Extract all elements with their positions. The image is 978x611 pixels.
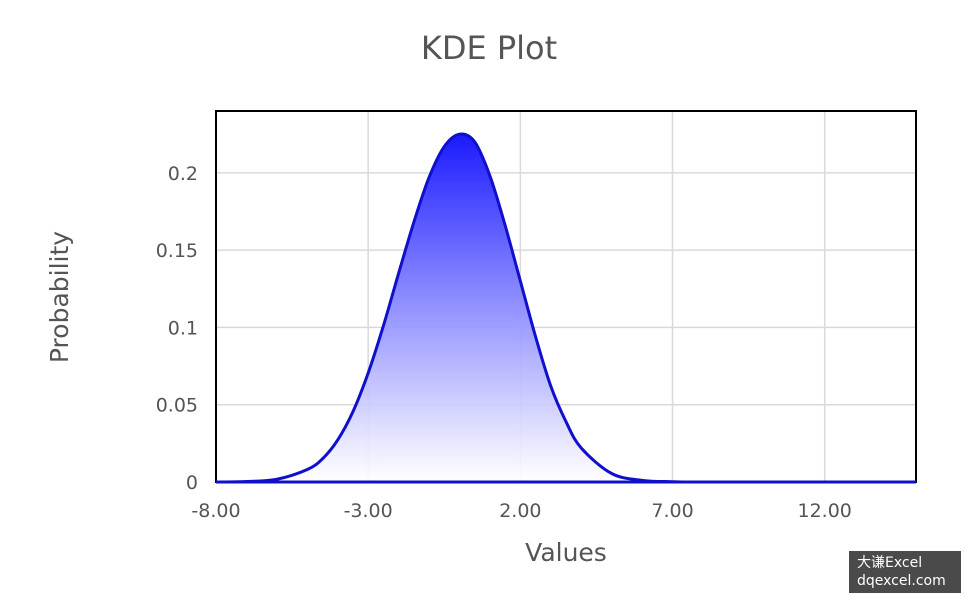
y-tick-label: 0.15 (156, 240, 198, 262)
x-tick-labels: -8.00 -3.00 2.00 7.00 12.00 (191, 500, 851, 522)
y-tick-label: 0 (186, 472, 198, 494)
series-layer (215, 132, 916, 484)
y-axis-label: Probability (45, 231, 74, 363)
x-tick-label: 7.00 (651, 500, 693, 522)
y-tick-label: 0.05 (156, 395, 198, 417)
x-axis-label: Values (525, 538, 607, 567)
y-tick-label: 0.1 (168, 317, 198, 339)
x-tick-label: -3.00 (344, 500, 393, 522)
x-tick-label: 12.00 (797, 500, 851, 522)
watermark-line2: dqexcel.com (857, 573, 946, 589)
kde-area-fill (216, 134, 916, 482)
y-tick-labels: 0 0.05 0.1 0.15 0.2 (156, 163, 198, 494)
y-tick-label: 0.2 (168, 163, 198, 185)
gridlines (216, 111, 916, 482)
watermark-line1: 大谦Excel (857, 555, 923, 571)
x-tick-label: 2.00 (499, 500, 541, 522)
chart-title: KDE Plot (421, 29, 557, 67)
x-tick-label: -8.00 (191, 500, 240, 522)
watermark: 大谦Excel dqexcel.com (849, 551, 961, 593)
